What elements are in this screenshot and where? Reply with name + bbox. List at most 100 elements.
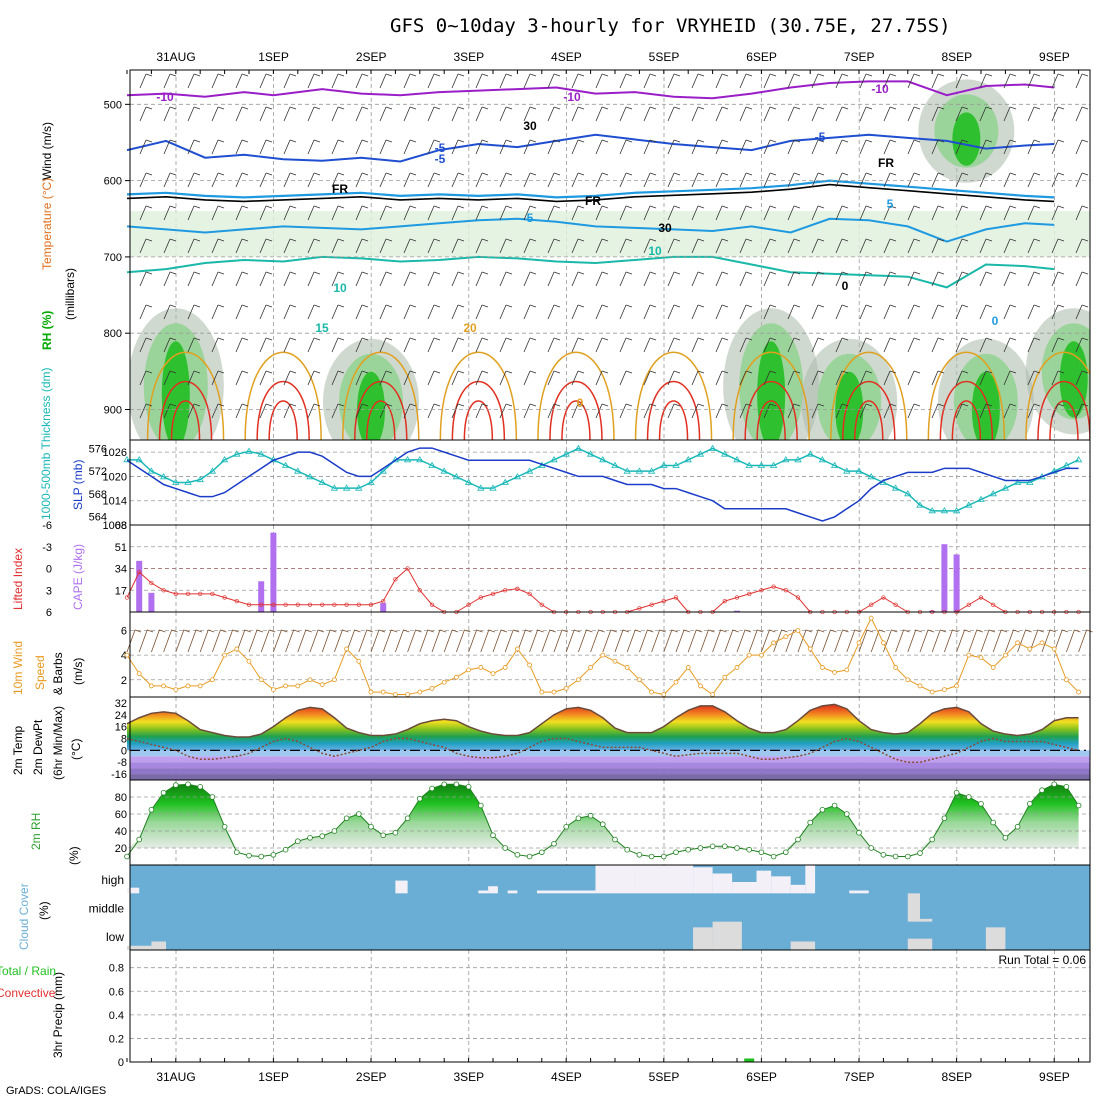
wind-barb [139,337,153,353]
wind-barb [643,73,657,89]
wind-barb [1075,205,1089,221]
thickness-marker [416,456,424,463]
contour-label: FR [332,182,348,196]
rh-marker [465,783,472,790]
wind-speed-marker [881,640,886,646]
pressure-tick-label: 700 [104,252,122,264]
li-tick-label: 6 [46,607,52,619]
cape-bar [941,544,948,612]
wind-barb-10m [651,629,666,653]
panel-frame [129,949,1091,1063]
wind-barb [955,370,969,386]
rh-axis-label-1: 2m RH [29,813,43,850]
wind-barb [859,73,873,89]
wind-barb [787,106,801,122]
wind-barb [1075,73,1089,89]
wind-barb [427,106,441,122]
thickness-marker [1026,478,1034,485]
wind-barb [379,370,393,386]
thickness-marker [721,450,729,457]
li-marker [503,588,508,593]
wind-barb-10m [212,629,227,653]
cape-bar [380,603,387,612]
wind-barb [1003,271,1017,287]
wind-speed-marker [563,685,569,691]
wind-barb [355,337,369,353]
wind-speed-marker [392,692,398,697]
wind-barb [1027,205,1041,221]
wind-barb [931,271,945,287]
wind-barb-10m [382,629,398,653]
wind-barb [475,238,489,254]
wind-barb [499,73,513,89]
wind-speed-marker [771,640,776,646]
wind-barb [715,271,729,287]
thickness-marker [672,461,680,468]
wind-barb [643,139,657,155]
wind-barb [955,304,969,320]
wind-speed-marker [222,652,228,658]
wind-barb [403,304,417,320]
thickness-marker [782,456,790,463]
rh-marker [709,843,716,850]
wind-barb [355,238,369,254]
wind-speed-marker [344,646,350,652]
top-date-label: 5SEP [649,50,680,64]
wind-barb [835,271,849,287]
rh-marker [673,849,679,856]
contour-label: 0 [842,279,849,293]
rh-core-inner [757,341,786,440]
wind-barb-10m [236,629,251,653]
wind-barb [979,403,993,419]
wind-barb [907,271,921,287]
thickness-marker [464,478,473,485]
run-total-label: Run Total = 0.06 [998,953,1086,967]
wind-barb [643,403,657,419]
wind-axis-label-group: 10m Wind Speed & Barbs (m/s) [11,641,85,695]
wind-barb [691,304,705,320]
bottom-date-label: 2SEP [356,1070,387,1084]
wind-speed-marker [124,652,130,658]
wind-barb [931,370,945,386]
wind-barb [403,271,417,287]
wind-barb-10m [456,629,471,653]
wind-barb [787,370,801,386]
wind-barb [835,403,849,419]
top-date-label: 6SEP [746,50,777,64]
wind-barb [643,205,657,221]
wind-barb [667,106,681,122]
rh-marker [1002,834,1009,841]
thickness-marker [477,484,485,491]
wind-barb [715,172,729,188]
bottom-date-label: 5SEP [649,1070,680,1084]
wind-barb-10m [614,629,630,653]
bottom-date-label: 7SEP [844,1070,875,1084]
wind-barb-10m [309,629,325,653]
li-marker [771,584,776,589]
contour-label: -10 [563,90,581,104]
wind-speed-marker [844,667,850,673]
thickness-marker [794,456,802,463]
wind-barb [475,304,489,320]
wind-barb [619,238,633,254]
thickness-marker [330,484,339,491]
li-tick-label: -6 [42,520,52,532]
wind-barb [907,403,921,419]
thickness-marker [525,467,534,474]
wind-barb [187,205,201,221]
li-marker [124,595,130,600]
li-tick-label: 3 [46,585,52,597]
wind-barb-10m [431,629,447,653]
wind-barb [259,139,273,155]
wind-barb [499,403,513,419]
li-marker [747,591,752,597]
wind-barb [691,337,705,353]
wind-barb [307,172,321,188]
wind-barb [979,238,993,254]
wind-barb-10m [553,629,569,653]
rh-tick-label: 20 [115,843,127,855]
precip-tick-label: 0.2 [109,1033,124,1045]
wind-barb [259,304,273,320]
slp-tick-label: 1014 [103,496,127,508]
